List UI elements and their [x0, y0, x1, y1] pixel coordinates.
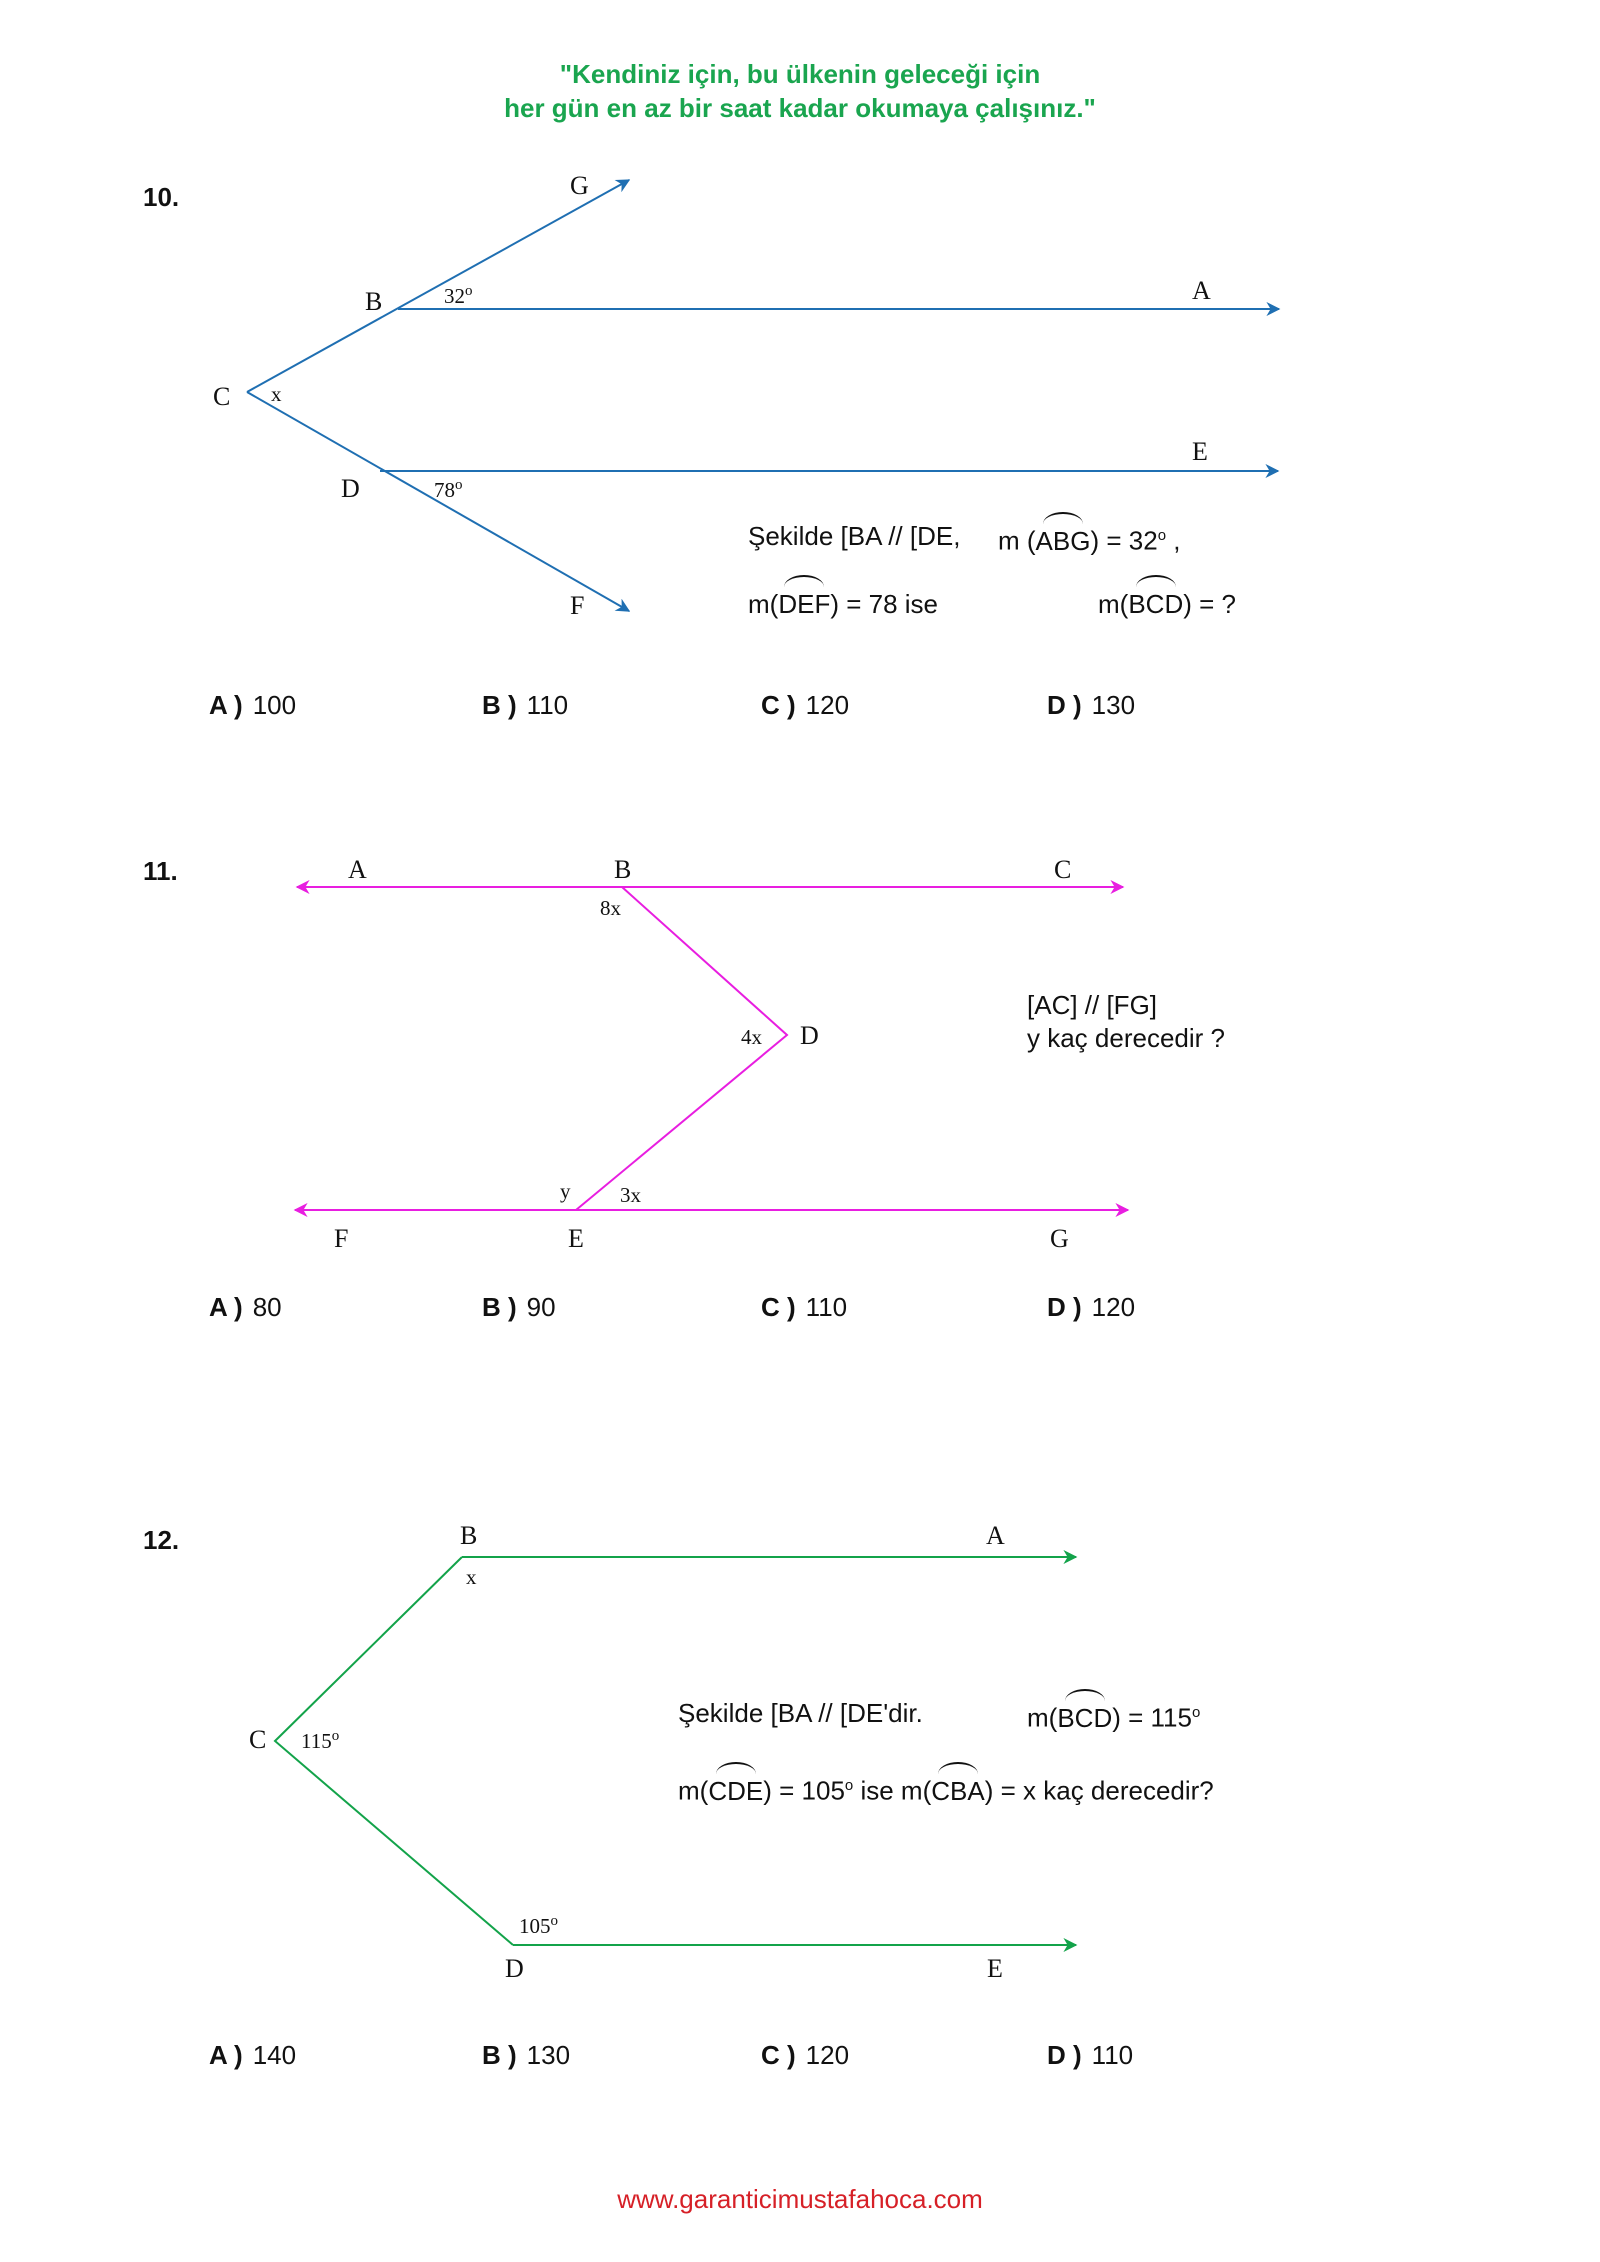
- point-f: F: [334, 1224, 348, 1253]
- point-e: E: [987, 1954, 1003, 1983]
- q10-option-d[interactable]: D ) 130: [1047, 690, 1136, 720]
- angle-x-label: x: [271, 382, 282, 406]
- angle-e-label: 3x: [620, 1183, 642, 1207]
- point-b: B: [614, 855, 631, 884]
- q11-option-d[interactable]: D ) 120: [1047, 1292, 1136, 1322]
- angle-abg-label: 32o: [444, 283, 473, 308]
- footer-url[interactable]: www.garanticimustafahoca.com: [617, 2184, 983, 2214]
- angle-def-label: 78o: [434, 477, 463, 502]
- question-number-12: 12.: [143, 1525, 180, 1555]
- q10-option-b[interactable]: B ) 110: [482, 690, 569, 720]
- q12-option-c[interactable]: C ) 120: [761, 2040, 850, 2070]
- point-c: C: [1054, 855, 1071, 884]
- q12-statement-line2: m(CDE) = 105o ise m(CBA) = x kaç dereced…: [678, 1761, 1214, 1806]
- ray-cg: [246, 179, 631, 393]
- q11-option-a[interactable]: A ) 80: [209, 1292, 282, 1322]
- q11-option-b[interactable]: B ) 90: [482, 1292, 556, 1322]
- point-d: D: [505, 1954, 524, 1983]
- q12-option-d[interactable]: D ) 110: [1047, 2040, 1134, 2070]
- angle-d-label: 105o: [519, 1913, 558, 1938]
- q12-statement-part1: Şekilde [BA // [DE'dir.: [678, 1698, 923, 1728]
- q12-statement-part2: m(BCD) = 115o: [1027, 1688, 1201, 1733]
- q12-option-a[interactable]: A ) 140: [209, 2040, 297, 2070]
- figure-q11: A B C D F E G 8x 4x y 3x: [293, 855, 1130, 1253]
- motto-line-2: her gün en az bir saat kadar okumaya çal…: [504, 93, 1096, 123]
- q11-option-c[interactable]: C ) 110: [761, 1292, 848, 1322]
- q11-statement-line2: y kaç derecedir ?: [1027, 1023, 1225, 1053]
- point-d: D: [800, 1021, 819, 1050]
- question-number-10: 10.: [143, 182, 180, 212]
- q10-statement-part2: m (ABG) = 32o ,: [998, 511, 1181, 556]
- point-f: F: [570, 591, 584, 620]
- q11-statement-line1: [AC] // [FG]: [1027, 990, 1158, 1020]
- q10-statement-part1: Şekilde [BA // [DE,: [748, 521, 961, 551]
- q10-statement-part4: m(BCD) = ?: [1098, 575, 1236, 619]
- q10-option-c[interactable]: C ) 120: [761, 690, 850, 720]
- question-number-11: 11.: [143, 856, 178, 886]
- point-a: A: [986, 1521, 1005, 1550]
- point-c: C: [249, 1725, 266, 1754]
- figure-q12: B A C D E x 115o 105o: [249, 1521, 1078, 1983]
- point-g: G: [1050, 1224, 1069, 1253]
- angle-c-label: 115o: [301, 1728, 339, 1753]
- point-b: B: [460, 1521, 477, 1550]
- motto-line-1: "Kendiniz için, bu ülkenin geleceği için: [559, 59, 1041, 89]
- q10-statement-part3: m(DEF) = 78 ise: [748, 575, 938, 619]
- point-c: C: [213, 382, 230, 411]
- angle-d-label: 4x: [741, 1025, 763, 1049]
- point-e: E: [1192, 437, 1208, 466]
- angle-y-label: y: [560, 1179, 571, 1203]
- point-a: A: [348, 855, 367, 884]
- figure-q10: G B A C E D F 32o x 78o: [213, 171, 1281, 620]
- angle-b-label: 8x: [600, 896, 622, 920]
- point-e: E: [568, 1224, 584, 1253]
- segment-bde: [575, 886, 789, 1211]
- point-a: A: [1192, 276, 1211, 305]
- ray-cf: [246, 391, 631, 612]
- angle-x-label: x: [466, 1565, 477, 1589]
- point-g: G: [570, 171, 589, 200]
- segment-bcd: [273, 1556, 514, 1946]
- q12-option-b[interactable]: B ) 130: [482, 2040, 571, 2070]
- point-d: D: [341, 474, 360, 503]
- q10-option-a[interactable]: A ) 100: [209, 690, 297, 720]
- point-b: B: [365, 287, 382, 316]
